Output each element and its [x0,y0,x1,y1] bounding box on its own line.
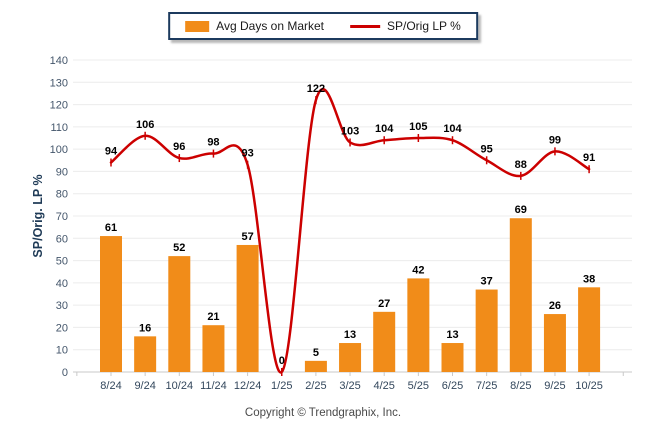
bar [475,289,498,372]
x-tick-label: 6/25 [442,380,463,392]
x-tick-label: 3/25 [339,380,360,392]
bar-value-label: 13 [446,329,458,341]
y-tick-label: 120 [50,100,68,112]
legend: Avg Days on Market SP/Orig LP % [168,12,478,40]
legend-label-bar-series: Avg Days on Market [216,19,325,33]
x-tick-label: 12/24 [234,380,262,392]
line-value-label: 96 [173,141,185,153]
line-value-label: 98 [207,137,219,149]
y-axis-title: SP/Orig. LP % [31,174,45,258]
line-value-label: 105 [409,121,427,133]
x-tick-label: 9/24 [134,380,155,392]
bar [100,236,122,372]
y-tick-label: 80 [56,189,68,201]
bar [202,325,225,372]
y-tick-label: 10 [56,345,68,357]
bar-value-label: 5 [313,347,319,359]
bar [236,244,259,372]
bar-value-label: 38 [583,273,595,285]
bar [578,287,601,372]
line-value-label: 104 [375,123,394,135]
x-tick-label: 4/25 [373,380,394,392]
y-tick-label: 60 [56,233,68,245]
line-value-label: 122 [307,83,325,95]
line-value-label: 94 [105,146,118,158]
y-tick-label: 30 [56,300,68,312]
x-tick-label: 2/25 [305,380,326,392]
copyright-footer: Copyright © Trendgraphix, Inc. [244,407,402,419]
line-series [109,88,591,374]
x-tick-label: 5/25 [408,380,429,392]
bar-value-label: 61 [105,222,117,234]
bar [304,360,327,372]
y-tick-label: 20 [56,322,68,334]
y-tick-label: 110 [50,122,68,134]
legend-label-line-series: SP/Orig LP % [387,19,461,33]
bar [441,343,464,372]
y-tick-label: 40 [56,278,68,290]
bar [168,256,191,372]
line-value-label: 88 [515,159,527,171]
y-tick-label: 0 [62,367,68,379]
line-value-label: 104 [443,123,462,135]
bar-value-label: 21 [207,311,219,323]
y-tick-label: 70 [56,211,68,223]
bar-value-label: 52 [173,242,185,254]
bar [339,343,362,372]
line-value-label: 93 [241,148,253,160]
y-tick-label: 90 [56,166,68,178]
bar-value-label: 13 [344,329,356,341]
x-tick-label: 10/24 [166,380,194,392]
x-tick-label: 9/25 [544,380,565,392]
line-value-label: 103 [341,125,359,137]
line-value-label: 99 [549,134,561,146]
y-tick-label: 130 [50,77,68,89]
bar-value-label: 42 [412,264,424,276]
bar-value-label: 57 [241,231,253,243]
bar-value-label: 27 [378,298,390,310]
y-tick-label: 100 [50,144,68,156]
bar-value-label: 26 [549,300,561,312]
legend-item-bar-series: Avg Days on Market [185,19,324,33]
bar [373,311,396,372]
x-tick-label: 11/24 [200,380,227,392]
line-value-label: 106 [136,119,154,131]
line-value-label: 95 [481,143,493,155]
legend-item-line-series: SP/Orig LP % [350,19,461,33]
bar-series-swatch [185,20,210,32]
bar [509,218,532,372]
line-value-label: 0 [279,355,285,367]
x-tick-label: 1/25 [271,380,292,392]
bar-value-label: 37 [481,276,493,288]
x-tick-label: 10/25 [575,380,603,392]
x-tick-label: 7/25 [476,380,497,392]
y-tick-label: 140 [50,55,68,67]
y-tick-label: 50 [56,256,68,268]
bar [407,278,430,372]
x-tick-label: 8/25 [510,380,531,392]
bar [134,336,157,372]
x-tick-label: 8/24 [100,380,121,392]
bar [543,314,566,372]
line-value-label: 91 [583,152,595,164]
line-series-swatch [350,24,381,28]
bar-value-label: 69 [515,204,527,216]
bar-value-label: 16 [139,322,151,334]
